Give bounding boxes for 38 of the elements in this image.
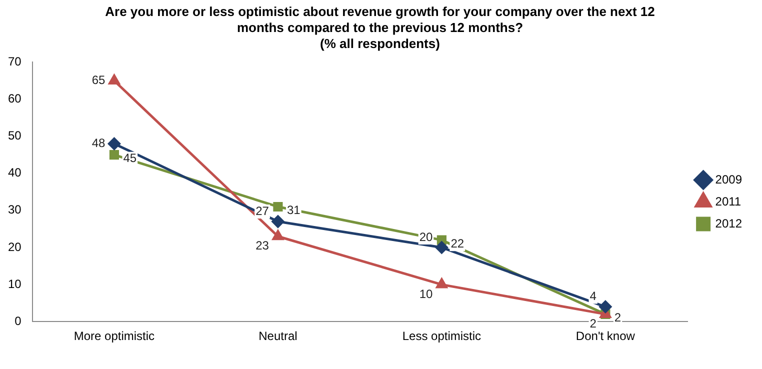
y-tick-label: 70	[8, 54, 22, 69]
data-label: 27	[256, 204, 270, 218]
legend-label: 2012	[715, 216, 742, 230]
y-tick-label: 40	[8, 166, 22, 180]
point	[436, 278, 448, 288]
data-label: 2	[590, 316, 597, 330]
y-tick-label: 20	[8, 240, 22, 254]
point	[108, 74, 120, 84]
x-tick-label: Neutral	[258, 329, 298, 344]
chart-title: Are you more or less optimistic about revenue growth for your company over the next 12 months compared to the previous 12 months?	[104, 4, 656, 36]
chart-subtitle: (% all respondents)	[319, 36, 441, 52]
data-label: 22	[450, 236, 464, 250]
point	[108, 137, 120, 150]
data-label: 45	[123, 151, 137, 166]
y-tick-label: 50	[8, 128, 22, 143]
data-label: 31	[286, 203, 301, 218]
x-tick-label: Less optimistic	[402, 329, 482, 344]
data-label: 20	[419, 230, 434, 244]
point	[272, 230, 284, 240]
data-label: 4	[590, 289, 597, 304]
data-label: 48	[92, 136, 106, 150]
point	[273, 202, 283, 212]
data-label: 10	[419, 286, 434, 301]
point	[109, 150, 120, 160]
point	[599, 300, 612, 314]
data-label: 23	[256, 238, 270, 253]
y-tick-label: 0	[14, 314, 22, 328]
point	[435, 241, 448, 254]
legend-label: 2011	[715, 194, 742, 208]
y-tick-label: 10	[8, 276, 22, 291]
x-tick-label: Don't know	[576, 329, 636, 344]
legend-label: 2009	[715, 172, 742, 186]
data-label: 65	[92, 73, 106, 88]
point	[272, 215, 284, 228]
data-label: 2	[614, 310, 622, 324]
y-tick-label: 30	[8, 202, 22, 217]
x-tick-label: More optimistic	[74, 329, 155, 344]
y-tick-label: 60	[8, 92, 22, 106]
